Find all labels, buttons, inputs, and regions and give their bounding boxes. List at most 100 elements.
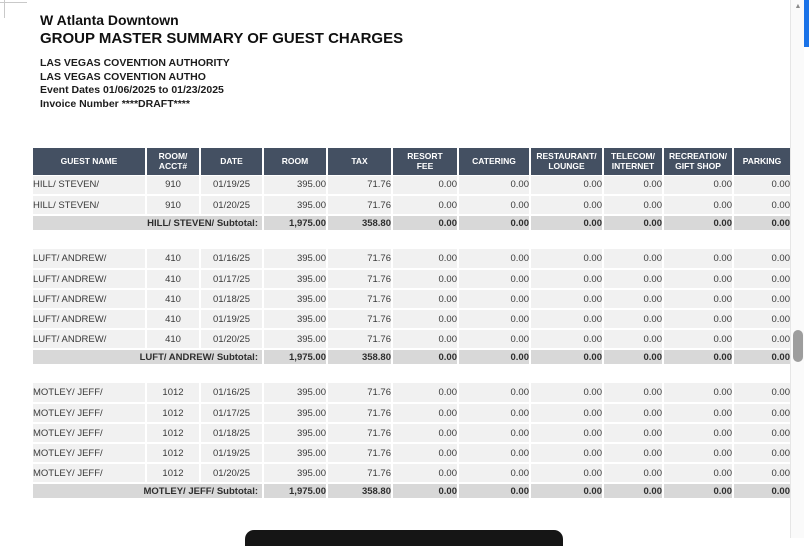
subtotal-value-cell: 0.00	[530, 215, 604, 232]
value-cell: 0.00	[530, 175, 604, 196]
value-cell: 0.00	[603, 403, 664, 424]
value-cell: 0.00	[530, 423, 604, 444]
value-cell: 01/19/25	[200, 309, 264, 330]
value-cell: 0.00	[530, 269, 604, 290]
subtotal-row: MOTLEY/ JEFF/ Subtotal: 1,975.00 358.80 0.0…	[33, 483, 790, 500]
value-cell: 0.00	[392, 249, 459, 270]
value-cell: 0.00	[458, 269, 531, 290]
value-cell: 0.00	[392, 309, 459, 330]
value-cell: 0.00	[392, 195, 459, 216]
subtotal-value-cell: 0.00	[530, 483, 604, 500]
subtotal-row: LUFT/ ANDREW/ Subtotal: 1,975.00 358.80 0.0…	[33, 349, 790, 366]
value-cell: 0.00	[530, 289, 604, 310]
table-row: HILL/ STEVEN/910 01/20/25 395.00 71.76 0.00 0…	[33, 195, 790, 216]
value-cell: 1012	[146, 463, 201, 484]
value-cell: 0.00	[530, 443, 604, 464]
value-cell: 71.76	[327, 463, 393, 484]
column-header-10: PARKING	[733, 148, 790, 176]
guest-name-cell: MOTLEY/ JEFF/	[33, 383, 147, 404]
table-row: MOTLEY/ JEFF/1012 01/17/25 395.00 71.76 0.00…	[33, 403, 790, 424]
guest-name-cell: LUFT/ ANDREW/	[33, 309, 147, 330]
report-header: W Atlanta Downtown GROUP MASTER SUMMARY …	[40, 11, 403, 111]
value-cell: 395.00	[263, 423, 328, 444]
value-cell: 0.00	[733, 269, 790, 290]
value-cell: 0.00	[733, 195, 790, 216]
subtotal-value-cell: 0.00	[663, 349, 734, 366]
value-cell: 0.00	[392, 175, 459, 196]
value-cell: 0.00	[392, 289, 459, 310]
value-cell: 0.00	[733, 383, 790, 404]
value-cell: 0.00	[733, 463, 790, 484]
subtotal-label-cell: LUFT/ ANDREW/ Subtotal:	[33, 349, 264, 366]
value-cell: 910	[146, 195, 201, 216]
value-cell: 71.76	[327, 403, 393, 424]
event-dates-line: Event Dates 01/06/2025 to 01/23/2025	[40, 84, 224, 96]
value-cell: 0.00	[663, 195, 734, 216]
vertical-scrollbar-thumb[interactable]	[793, 330, 803, 362]
column-header-3: ROOM	[263, 148, 328, 176]
value-cell: 0.00	[603, 249, 664, 270]
table-row: LUFT/ ANDREW/410 01/19/25 395.00 71.76 0.00 0…	[33, 309, 790, 330]
table-row: MOTLEY/ JEFF/1012 01/19/25 395.00 71.76 0.00…	[33, 443, 790, 464]
table-row: MOTLEY/ JEFF/1012 01/18/25 395.00 71.76 0.00…	[33, 423, 790, 444]
value-cell: 0.00	[392, 403, 459, 424]
value-cell: 0.00	[392, 443, 459, 464]
value-cell: 0.00	[603, 309, 664, 330]
value-cell: 410	[146, 309, 201, 330]
value-cell: 1012	[146, 383, 201, 404]
subtotal-value-cell: 358.80	[327, 215, 393, 232]
value-cell: 01/16/25	[200, 249, 264, 270]
page-corner-mark-vertical	[4, 0, 5, 18]
subtotal-value-cell: 0.00	[392, 483, 459, 500]
subtotal-value-cell: 0.00	[603, 349, 664, 366]
value-cell: 0.00	[392, 423, 459, 444]
value-cell: 0.00	[530, 195, 604, 216]
value-cell: 0.00	[458, 443, 531, 464]
column-header-8: TELECOM/ INTERNET	[603, 148, 664, 176]
subtotal-value-cell: 0.00	[392, 215, 459, 232]
value-cell: 01/18/25	[200, 289, 264, 310]
table-header: GUEST NAME ROOM/ ACCT# DATE ROOM TAX RESORT F…	[33, 148, 790, 176]
value-cell: 0.00	[603, 289, 664, 310]
value-cell: 395.00	[263, 269, 328, 290]
value-cell: 0.00	[603, 329, 664, 350]
value-cell: 1012	[146, 423, 201, 444]
table-header-row: GUEST NAME ROOM/ ACCT# DATE ROOM TAX RESORT F…	[33, 148, 790, 176]
value-cell: 0.00	[458, 249, 531, 270]
column-header-1: ROOM/ ACCT#	[146, 148, 201, 176]
value-cell: 71.76	[327, 269, 393, 290]
value-cell: 71.76	[327, 249, 393, 270]
value-cell: 01/20/25	[200, 329, 264, 350]
value-cell: 0.00	[603, 463, 664, 484]
subtotal-value-cell: 0.00	[663, 483, 734, 500]
value-cell: 0.00	[530, 249, 604, 270]
value-cell: 71.76	[327, 329, 393, 350]
value-cell: 0.00	[733, 309, 790, 330]
hotel-name: W Atlanta Downtown	[40, 12, 179, 28]
scrollbar-up-arrow-icon[interactable]: ▲	[794, 3, 802, 10]
value-cell: 0.00	[392, 463, 459, 484]
guest-name-cell: LUFT/ ANDREW/	[33, 289, 147, 310]
floating-toolbar-pill[interactable]	[245, 530, 563, 546]
value-cell: 395.00	[263, 195, 328, 216]
value-cell: 0.00	[603, 443, 664, 464]
subtotal-value-cell: 0.00	[458, 215, 531, 232]
subtotal-value-cell: 358.80	[327, 349, 393, 366]
vertical-scrollbar-track[interactable]: ▲	[790, 0, 804, 538]
value-cell: 410	[146, 269, 201, 290]
column-header-4: TAX	[327, 148, 393, 176]
subtotal-value-cell: 0.00	[603, 483, 664, 500]
subtotal-value-cell: 1,975.00	[263, 215, 328, 232]
subtotal-value-cell: 0.00	[458, 349, 531, 366]
value-cell: 0.00	[603, 175, 664, 196]
value-cell: 395.00	[263, 383, 328, 404]
guest-name-cell: MOTLEY/ JEFF/	[33, 443, 147, 464]
value-cell: 0.00	[603, 269, 664, 290]
column-header-9: RECREATION/ GIFT SHOP	[663, 148, 734, 176]
subtotal-label-cell: MOTLEY/ JEFF/ Subtotal:	[33, 483, 264, 500]
guest-charges-table: GUEST NAME ROOM/ ACCT# DATE ROOM TAX RESORT F…	[33, 148, 790, 500]
value-cell: 0.00	[663, 423, 734, 444]
value-cell: 0.00	[663, 269, 734, 290]
value-cell: 0.00	[392, 329, 459, 350]
